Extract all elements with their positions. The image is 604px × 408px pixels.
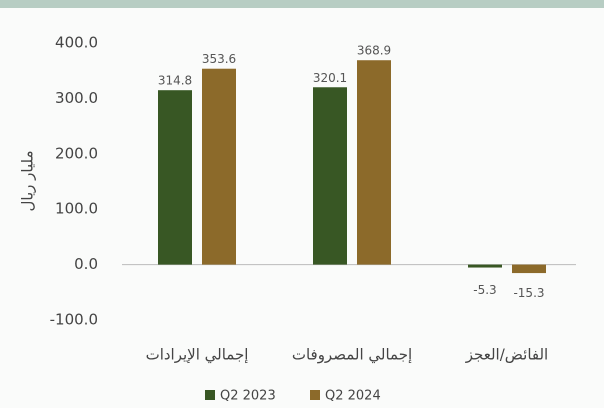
legend-swatch	[310, 390, 320, 400]
legend-label: Q2 2023	[220, 389, 276, 404]
legend-swatch	[205, 390, 215, 400]
top-band	[0, 0, 604, 8]
bar	[158, 90, 192, 265]
y-tick-label: 400.0	[55, 34, 98, 52]
y-tick-label: -100.0	[50, 311, 98, 329]
bar	[313, 87, 347, 265]
y-tick-label: 100.0	[55, 200, 98, 218]
value-label: -5.3	[473, 283, 496, 297]
y-tick-label: 200.0	[55, 144, 98, 162]
x-tick-label: إجمالي المصروفات	[292, 346, 412, 365]
value-label: 320.1	[313, 71, 347, 85]
value-label: -15.3	[513, 286, 544, 300]
bar	[512, 264, 546, 274]
value-label: 314.8	[158, 74, 192, 88]
bar	[468, 264, 502, 268]
legend-label: Q2 2024	[325, 389, 381, 404]
y-tick-label: 0.0	[74, 255, 98, 273]
bar	[357, 60, 391, 265]
bar	[202, 68, 236, 265]
x-tick-label: إجمالي الإيرادات	[146, 346, 249, 365]
y-axis-label: مليار ريال	[19, 151, 37, 212]
y-tick-label: 300.0	[55, 89, 98, 107]
value-label: 353.6	[202, 52, 236, 66]
value-label: 368.9	[357, 44, 391, 58]
x-tick-label: الفائض/العجز	[465, 346, 548, 364]
